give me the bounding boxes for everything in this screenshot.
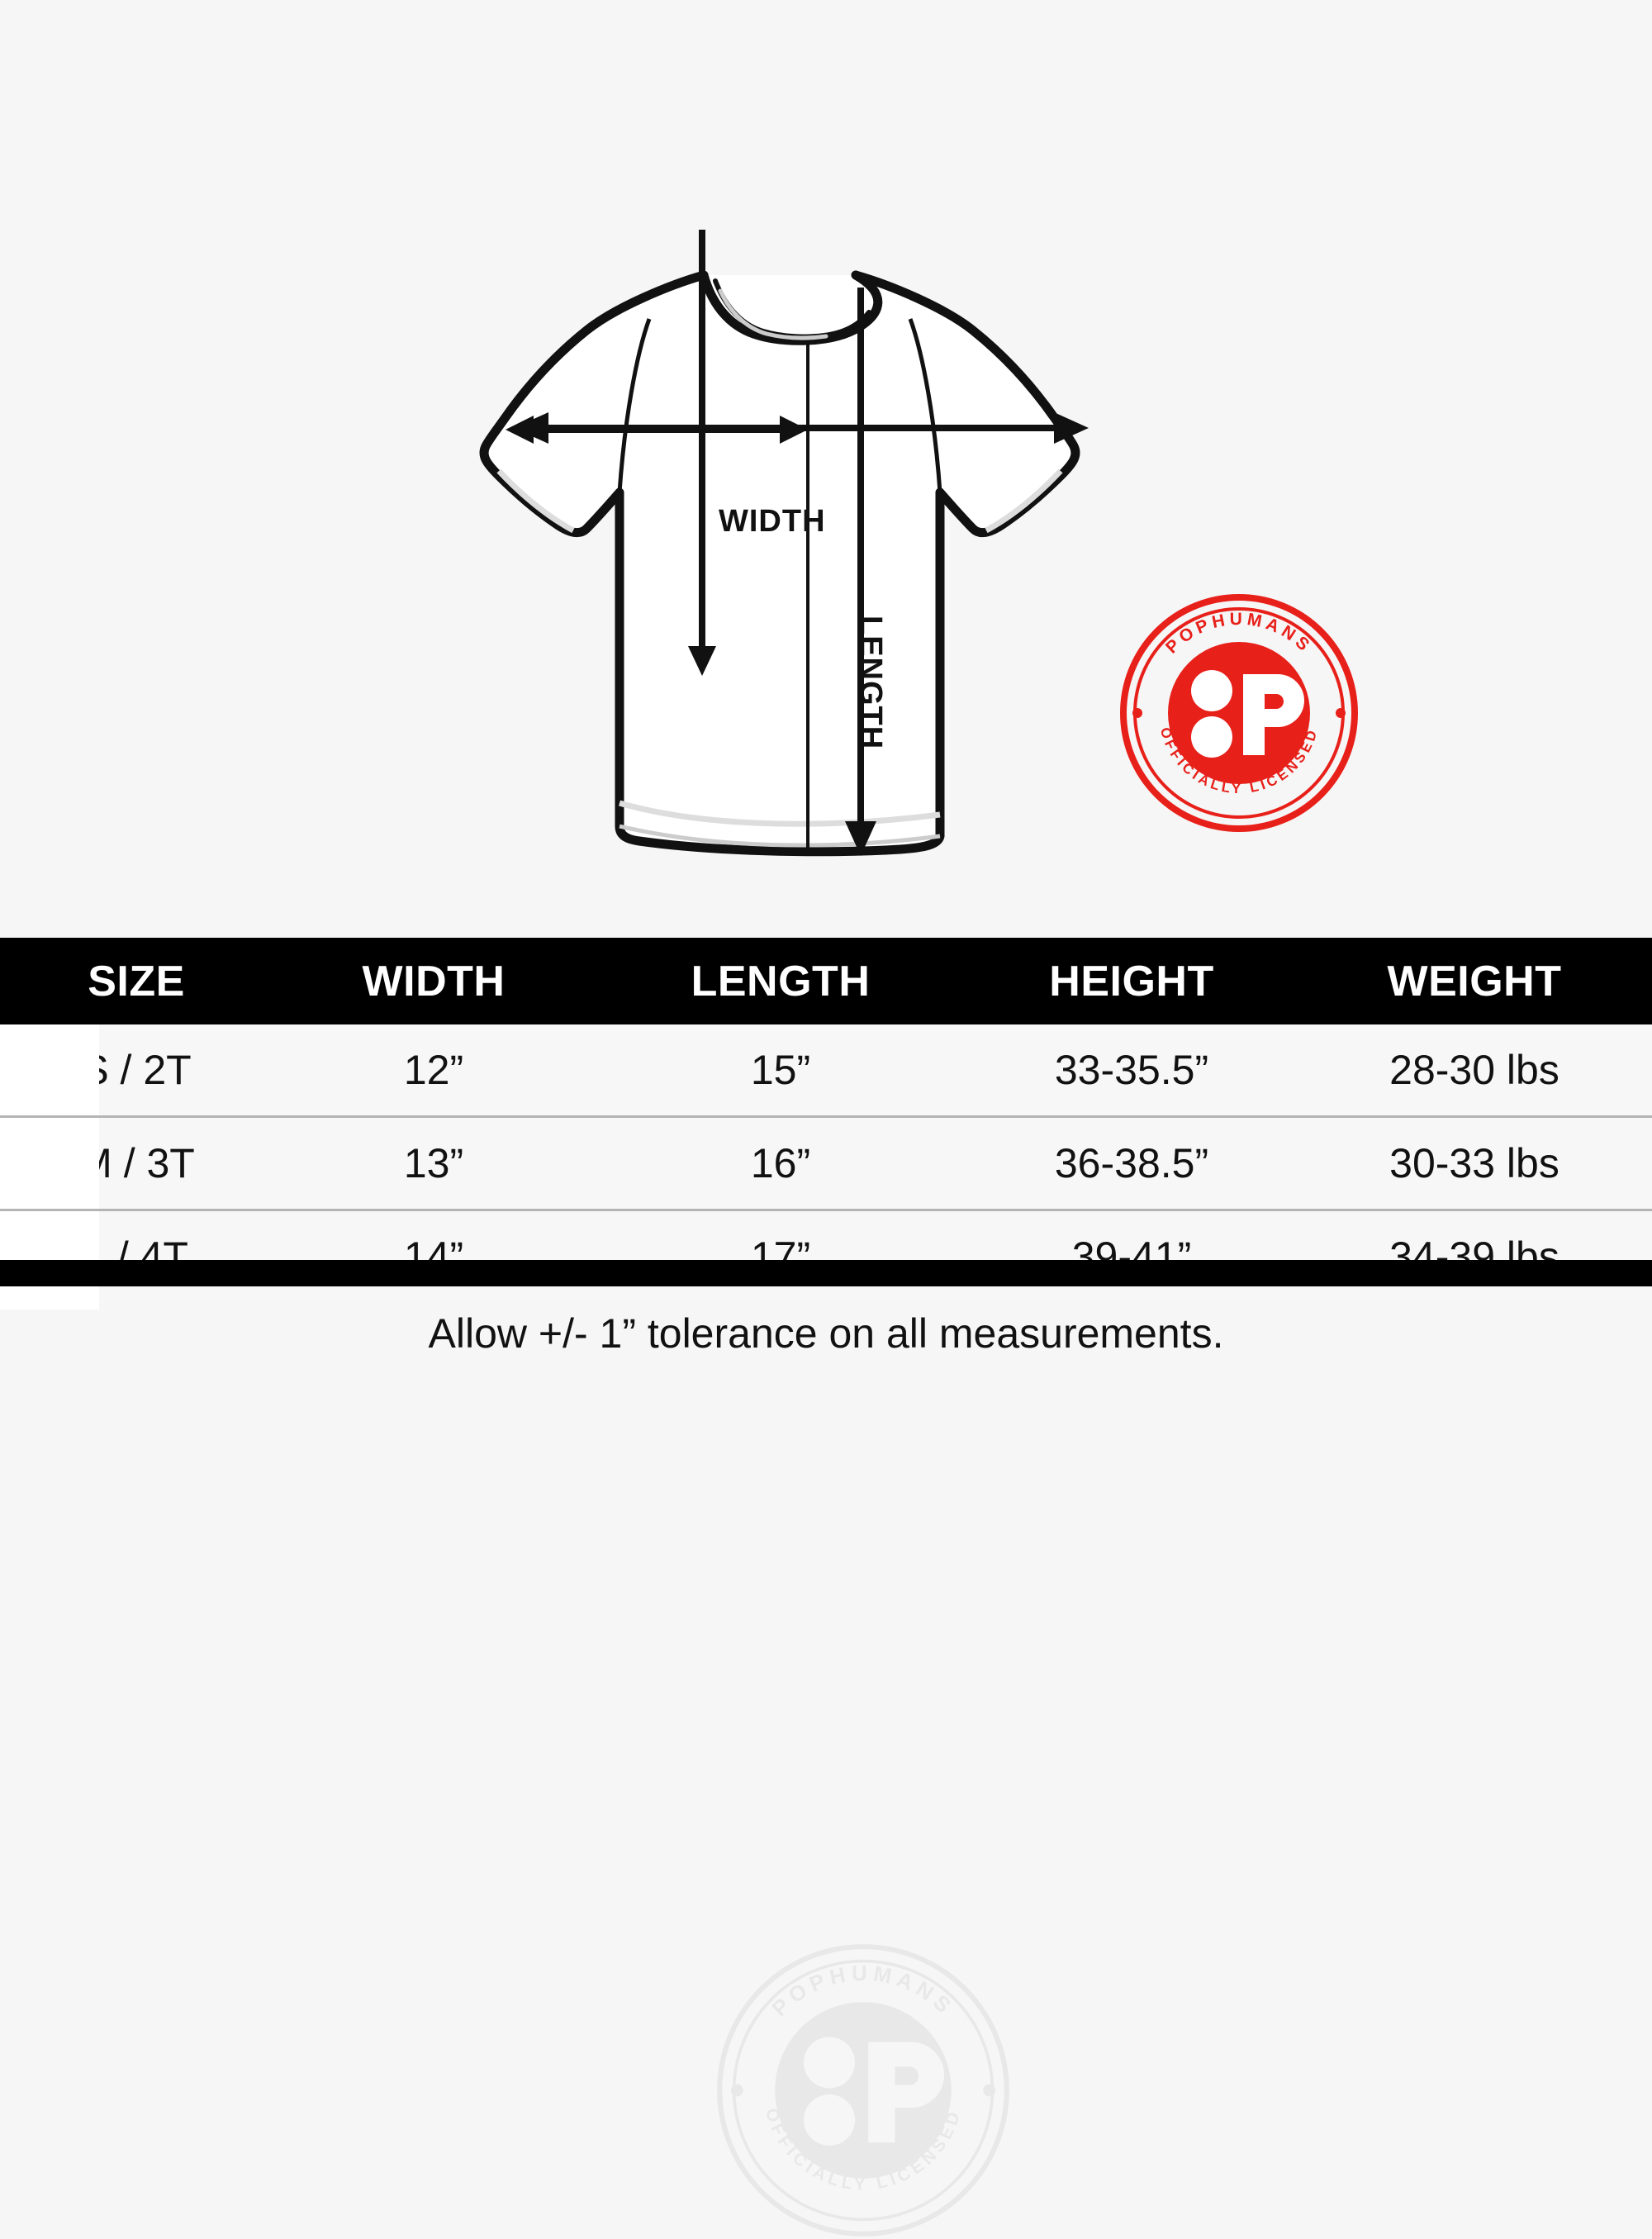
cell-height: 36-38.5” bbox=[1054, 1140, 1209, 1186]
cell-size: S / 2T bbox=[81, 1047, 192, 1093]
table-row: S / 2T 12” 15” 33-35.5” 28-30 lbs bbox=[0, 1024, 1652, 1118]
column-header-width: WIDTH bbox=[362, 957, 506, 1005]
svg-text:OFFICIALLY LICENSED: OFFICIALLY LICENSED bbox=[762, 2106, 965, 2194]
column-header-weight: WEIGHT bbox=[1387, 957, 1562, 1005]
width-dimension-label: WIDTH bbox=[719, 504, 826, 539]
column-header-height: HEIGHT bbox=[1049, 957, 1214, 1005]
cell-width: 13” bbox=[403, 1140, 464, 1186]
tolerance-note: Allow +/- 1” tolerance on all measuremen… bbox=[428, 1310, 1224, 1357]
cell-height: 33-35.5” bbox=[1054, 1047, 1209, 1093]
cell-width: 12” bbox=[403, 1047, 464, 1093]
table-header-row: SIZE WIDTH LENGTH HEIGHT WEIGHT bbox=[0, 938, 1652, 1024]
table-row: L / 4T 14” 17” 39-41” 34-39 lbs bbox=[0, 1211, 1652, 1302]
column-header-size: SIZE bbox=[88, 957, 185, 1005]
tshirt-diagram: WIDTH LENGTH POPHUMANS OFFICIALLY LICENS… bbox=[0, 0, 1652, 925]
row-left-gutter bbox=[0, 1024, 99, 1115]
length-arrow-icon bbox=[688, 230, 716, 676]
table-bottom-bar bbox=[0, 1260, 1652, 1286]
cell-length: 15” bbox=[750, 1047, 811, 1093]
cell-length: 16” bbox=[750, 1140, 811, 1186]
cell-weight: 28-30 lbs bbox=[1389, 1047, 1559, 1093]
column-header-length: LENGTH bbox=[691, 957, 871, 1005]
length-dimension-label: LENGTH bbox=[853, 616, 888, 750]
bottom-left-gutter bbox=[0, 1286, 99, 1310]
tshirt-outline-icon bbox=[479, 270, 1089, 857]
svg-text:POPHUMANS: POPHUMANS bbox=[767, 1961, 959, 2021]
cell-weight: 30-33 lbs bbox=[1389, 1140, 1559, 1186]
pophumans-watermark: POPHUMANS OFFICIALLY LICENSED bbox=[717, 1944, 1009, 2237]
width-arrow-icon bbox=[506, 416, 808, 444]
size-chart-table: POPHUMANS OFFICIALLY LICENSED SIZE WIDTH… bbox=[0, 938, 1652, 2237]
pophumans-logo: POPHUMANS OFFICIALLY LICENSED bbox=[1120, 594, 1358, 832]
table-row: M / 3T 13” 16” 36-38.5” 30-33 lbs bbox=[0, 1118, 1652, 1211]
row-left-gutter bbox=[0, 1118, 99, 1209]
